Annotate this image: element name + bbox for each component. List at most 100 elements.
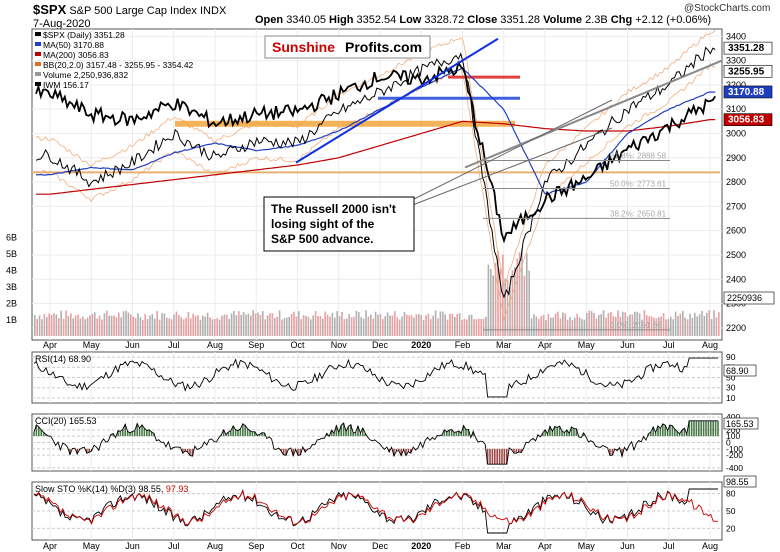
volume-bar <box>346 318 348 336</box>
cci-tick-label: -400 <box>726 463 743 473</box>
volume-bar <box>36 318 38 336</box>
cci-line <box>33 420 718 465</box>
low-label: Low <box>399 14 422 26</box>
volume-bar <box>545 319 547 336</box>
price-tag-label: 3170.88 <box>728 87 765 98</box>
volume-bar <box>420 315 422 336</box>
header-ohlc: Open 3340.05 High 3352.54 Low 3328.72 Cl… <box>255 14 711 26</box>
spx-price-line <box>35 46 716 299</box>
volume-bar <box>451 313 454 336</box>
volume-bar <box>226 314 228 336</box>
volume-bar <box>403 311 406 336</box>
volume-bar <box>586 312 588 336</box>
volume-bar <box>58 318 60 336</box>
volume-bar <box>634 311 636 336</box>
volume-bar <box>430 319 432 336</box>
volume-bar <box>694 312 696 336</box>
month-label-top: May <box>578 340 596 350</box>
cci-tick-label: -200 <box>726 450 743 460</box>
month-label-top: Jun <box>125 340 140 350</box>
volume-bar <box>377 314 379 336</box>
month-label-top: Nov <box>331 340 348 350</box>
cci-tick-label: 100 <box>726 431 740 441</box>
volume-bar <box>360 317 362 336</box>
volume-bar <box>487 264 490 336</box>
month-label-top: Jun <box>620 340 635 350</box>
volume-bar <box>218 319 221 336</box>
volume-bar <box>372 318 374 336</box>
volume-bar <box>271 313 274 336</box>
legend-entry: $SPX (Daily) 3351.28 <box>43 30 125 40</box>
volume-bar <box>115 317 118 336</box>
legend-entry: BB(20,2.0) 3157.48 - 3255.95 - 3354.42 <box>43 60 194 70</box>
legend-swatch <box>35 52 41 56</box>
volume-bar <box>67 315 70 336</box>
price-tag-box <box>723 41 773 55</box>
volume-bar <box>384 316 386 336</box>
volume-bar <box>691 318 694 336</box>
cci-tick-label: 200 <box>726 425 740 435</box>
volume-bar <box>370 314 372 336</box>
volume-bar <box>233 310 235 336</box>
volume-bar <box>367 316 370 336</box>
high-value: 3352.54 <box>356 14 397 26</box>
volume-bar <box>192 313 194 336</box>
logo-text-sunshine: Sunshine <box>272 39 335 55</box>
month-label-bottom: Jun <box>620 541 635 551</box>
legend-entry: Volume 2,250,936,832 <box>43 70 128 80</box>
volume-bar <box>610 312 612 336</box>
volume-bar <box>228 318 230 336</box>
volume-bar <box>96 318 98 336</box>
volume-bar <box>672 319 674 336</box>
price-tick-label: 3100 <box>726 104 746 114</box>
volume-bar <box>607 313 610 336</box>
volume-bar <box>547 313 550 336</box>
volume-bar <box>696 316 698 336</box>
volume-bar <box>46 317 48 336</box>
volume-tick-label: 1B <box>6 315 17 325</box>
month-label-top: May <box>83 340 101 350</box>
volume-bar <box>293 311 295 336</box>
volume-bar <box>480 318 482 336</box>
volume-bar <box>703 316 706 336</box>
volume-bar <box>55 314 58 336</box>
volume-bar <box>334 317 336 336</box>
volume-bar <box>600 314 602 336</box>
volume-bar <box>365 310 367 336</box>
rsi-tag-box <box>723 364 757 377</box>
volume-bar <box>614 316 617 336</box>
legend-entry: MA(50) 3170.88 <box>43 40 104 50</box>
volume-bar <box>341 311 343 336</box>
month-label-top: Jul <box>168 340 180 350</box>
annotation-text: losing sight of the <box>271 217 375 231</box>
volume-bar <box>626 316 629 336</box>
open-label: Open <box>255 14 284 26</box>
volume-bar <box>82 316 84 336</box>
cci-tick-label: 400 <box>726 412 740 422</box>
volume-bar <box>127 312 130 336</box>
volume-bar <box>509 287 511 336</box>
volume-bar <box>74 315 77 336</box>
index-name: S&P 500 Large Cap Index <box>69 5 197 17</box>
volume-bar <box>391 315 394 336</box>
volume-bar <box>516 258 518 336</box>
month-label-bottom: May <box>83 541 101 551</box>
volume-bar <box>566 319 569 336</box>
volume-bar <box>278 310 281 336</box>
volume-bar <box>190 318 192 336</box>
volume-tag-box <box>723 291 775 305</box>
volume-bar <box>619 316 622 336</box>
cci-tick-label: 0 <box>726 438 731 448</box>
volume-bar <box>65 310 67 336</box>
high-label: High <box>329 14 354 26</box>
volume-bar <box>84 319 86 336</box>
volume-bar <box>485 316 487 336</box>
month-label-bottom: Nov <box>331 541 348 551</box>
month-label-bottom: Jun <box>125 541 140 551</box>
volume-tick-label: 5B <box>6 249 17 259</box>
month-label-bottom: Feb <box>455 541 471 551</box>
volume-bar <box>125 310 127 336</box>
month-label-bottom: Aug <box>207 541 223 551</box>
volume-bar <box>319 316 322 336</box>
volume-bar <box>569 317 571 336</box>
